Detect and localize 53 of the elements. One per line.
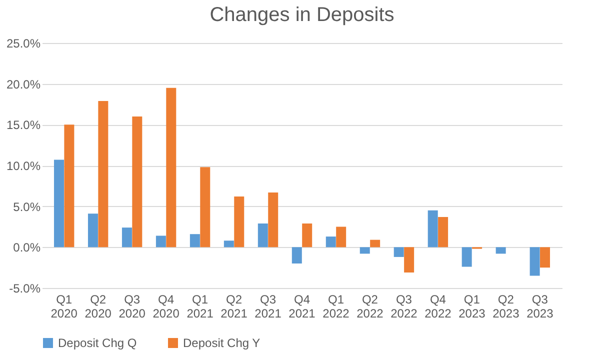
bar — [122, 228, 132, 248]
x-tick-label: Q3 2021 — [254, 292, 282, 320]
x-tick-label: Q4 2020 — [152, 292, 180, 320]
x-tick-label: Q1 2023 — [458, 292, 486, 320]
bar — [190, 234, 200, 248]
bar — [404, 247, 414, 272]
bar — [64, 124, 74, 248]
bar — [370, 240, 380, 248]
bar — [224, 240, 234, 248]
legend-label: Deposit Chg Q — [58, 336, 137, 350]
chart-title: Changes in Deposits — [210, 4, 394, 26]
x-tick-label: Q4 2021 — [288, 292, 316, 320]
x-tick-label: Q4 2022 — [424, 292, 452, 320]
bar — [530, 247, 540, 276]
x-tick-label: Q1 2022 — [322, 292, 350, 320]
y-tick-label: 15.0% — [6, 118, 41, 132]
bar — [336, 226, 346, 248]
x-tick-label: Q3 2023 — [526, 292, 554, 320]
bar — [462, 247, 472, 267]
legend-label: Deposit Chg Y — [183, 336, 260, 350]
bar — [268, 192, 278, 248]
bar — [438, 216, 448, 248]
x-tick-label: Q3 2020 — [118, 292, 146, 320]
bar — [394, 247, 404, 257]
bar — [258, 223, 268, 248]
y-tick-label: 5.0% — [13, 200, 41, 214]
x-tick-label: Q2 2023 — [492, 292, 520, 320]
bar — [302, 223, 312, 248]
y-tick-label: 0.0% — [13, 240, 41, 255]
bar — [540, 247, 550, 268]
bar — [234, 196, 244, 248]
y-tick-label: 25.0% — [6, 36, 41, 50]
y-tick-label: 10.0% — [6, 159, 41, 173]
bar — [200, 167, 210, 248]
bar — [156, 236, 166, 248]
x-tick-label: Q1 2020 — [50, 292, 78, 320]
x-tick-label: Q2 2021 — [220, 292, 248, 320]
x-tick-label: Q2 2022 — [356, 292, 384, 320]
bar — [166, 88, 176, 248]
bar — [360, 247, 370, 254]
x-tick-label: Q3 2022 — [390, 292, 418, 320]
bar — [132, 116, 142, 248]
bar — [98, 100, 108, 248]
bar — [292, 247, 302, 264]
bar — [54, 160, 64, 248]
x-tick-label: Q1 2021 — [186, 292, 214, 320]
y-tick-label: -5.0% — [9, 282, 41, 296]
bar — [326, 236, 336, 248]
bar — [496, 247, 506, 254]
y-tick-label: 20.0% — [6, 77, 41, 92]
x-tick-label: Q2 2020 — [84, 292, 112, 320]
bar — [428, 210, 438, 248]
bar — [88, 214, 98, 248]
